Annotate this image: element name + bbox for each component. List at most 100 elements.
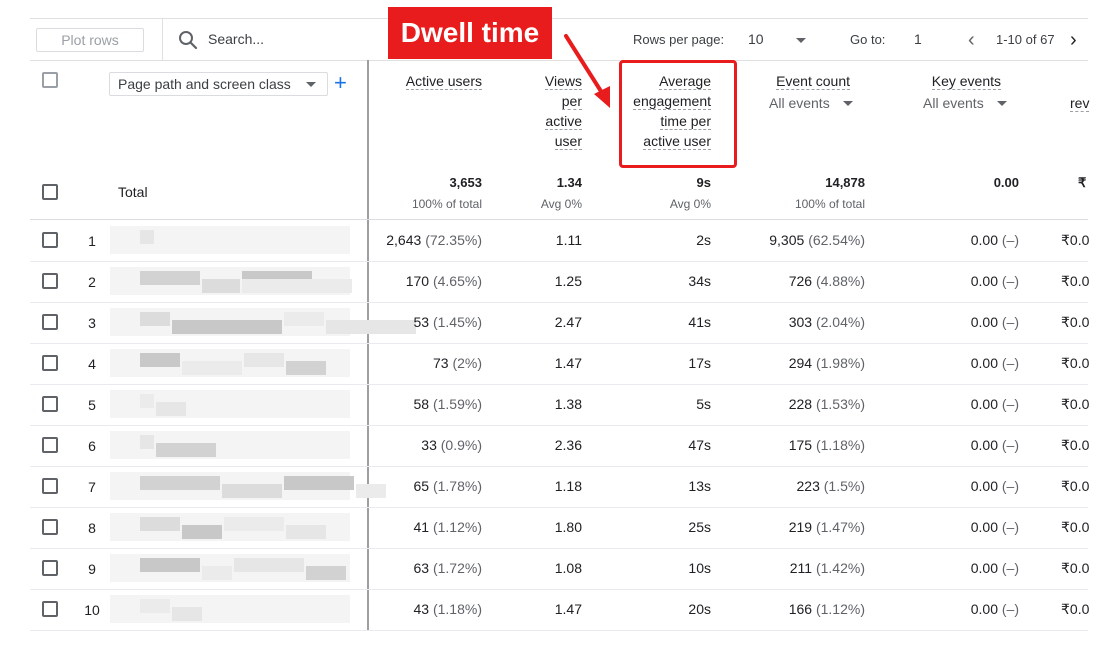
table-row[interactable]: 6 33 (0.9%) 2.36 47s 175 (1.18%) 0.00 (–… xyxy=(30,425,1090,467)
cell-avg-engagement: 25s xyxy=(688,519,711,535)
table-row[interactable]: 5 58 (1.59%) 1.38 5s 228 (1.53%) 0.00 (–… xyxy=(30,384,1090,426)
cell-event-count: 294 (1.98%) xyxy=(788,355,865,371)
cell-event-count: 223 (1.5%) xyxy=(796,478,865,494)
column-divider xyxy=(367,60,369,630)
row-checkbox[interactable] xyxy=(42,560,58,576)
cell-views-per-user: 1.80 xyxy=(554,519,582,535)
row-checkbox[interactable] xyxy=(42,273,58,289)
redaction-block xyxy=(202,566,232,580)
redaction-block xyxy=(234,558,304,572)
row-checkbox[interactable] xyxy=(42,314,58,330)
redaction-block xyxy=(140,271,200,285)
row-checkbox[interactable] xyxy=(42,478,58,494)
cell-key-events: 0.00 (–) xyxy=(970,519,1019,535)
row-index: 6 xyxy=(88,438,96,454)
table-row[interactable]: 10 43 (1.18%) 1.47 20s 166 (1.12%) 0.00 … xyxy=(30,589,1089,631)
redaction-block xyxy=(306,566,346,580)
plot-rows-button[interactable]: Plot rows xyxy=(36,28,144,52)
chevron-right-icon[interactable]: › xyxy=(1070,29,1077,51)
row-index: 1 xyxy=(88,233,96,249)
cell-event-count: 9,305 (62.54%) xyxy=(769,232,865,248)
cell-active-users: 53 (1.45%) xyxy=(413,314,483,330)
cell-active-users: 73 (2%) xyxy=(432,355,482,371)
total-active-users: 3,653 xyxy=(449,175,482,190)
cell-views-per-user: 1.25 xyxy=(554,273,582,289)
cell-active-users: 170 (4.65%) xyxy=(405,273,482,289)
table-row[interactable]: 8 41 (1.12%) 1.80 25s 219 (1.47%) 0.00 (… xyxy=(30,507,1090,549)
column-header-avg-engagement-time[interactable]: Average engagement time per active user xyxy=(633,73,711,150)
table-row[interactable]: 2 170 (4.65%) 1.25 34s 726 (4.88%) 0.00 … xyxy=(30,261,1089,303)
row-index: 3 xyxy=(88,315,96,331)
cell-revenue: ₹0.0 xyxy=(1061,396,1090,412)
redaction-block xyxy=(242,279,352,293)
dimension-chevron-down-icon[interactable] xyxy=(306,82,316,87)
row-checkbox[interactable] xyxy=(42,601,58,617)
search-input[interactable] xyxy=(208,28,388,50)
redaction-block xyxy=(286,525,326,539)
redaction-block xyxy=(202,279,240,293)
column-header-views-per-active-user[interactable]: Views per active user xyxy=(544,73,582,150)
redaction-block xyxy=(140,353,180,367)
cell-views-per-user: 1.47 xyxy=(554,601,582,617)
column-header-key-events[interactable]: Key events xyxy=(931,73,1001,90)
cell-revenue: ₹0.0 xyxy=(1061,478,1090,494)
redaction-block xyxy=(284,312,324,326)
annotation-arrow-icon xyxy=(564,34,610,108)
redaction-block xyxy=(224,517,284,531)
total-avg-engagement: 9s xyxy=(696,175,711,190)
cell-active-users: 2,643 (72.35%) xyxy=(386,232,482,248)
cell-avg-engagement: 34s xyxy=(688,273,711,289)
table-row[interactable]: 7 65 (1.78%) 1.18 13s 223 (1.5%) 0.00 (–… xyxy=(30,466,1090,508)
cell-key-events: 0.00 (–) xyxy=(970,601,1019,617)
key-events-filter[interactable]: All events xyxy=(923,95,984,111)
event-count-chevron-down-icon[interactable] xyxy=(843,101,853,106)
cell-views-per-user: 2.47 xyxy=(554,314,582,330)
total-revenue: ₹ xyxy=(1078,175,1087,190)
cell-key-events: 0.00 (–) xyxy=(970,478,1019,494)
cell-active-users: 63 (1.72%) xyxy=(413,560,483,576)
select-all-header-checkbox[interactable] xyxy=(42,72,58,88)
goto-input[interactable]: 1 xyxy=(914,31,922,47)
row-checkbox[interactable] xyxy=(42,355,58,371)
redaction-block xyxy=(244,353,284,367)
column-header-revenue[interactable]: rev xyxy=(1070,95,1090,112)
cell-views-per-user: 1.47 xyxy=(554,355,582,371)
column-header-active-users[interactable]: Active users xyxy=(405,73,482,90)
dimension-selector-label: Page path and screen class xyxy=(118,76,291,92)
cell-key-events: 0.00 (–) xyxy=(970,396,1019,412)
cell-active-users: 58 (1.59%) xyxy=(413,396,483,412)
add-dimension-icon[interactable]: + xyxy=(334,70,347,95)
rows-per-page-select[interactable]: 10 xyxy=(748,31,764,47)
annotation-highlight-box xyxy=(619,60,737,168)
redaction-block xyxy=(140,230,154,244)
cell-avg-engagement: 47s xyxy=(688,437,711,453)
cell-revenue: ₹0.0 xyxy=(1061,314,1090,330)
cell-key-events: 0.00 (–) xyxy=(970,273,1019,289)
cell-key-events: 0.00 (–) xyxy=(970,232,1019,248)
row-checkbox[interactable] xyxy=(42,232,58,248)
cell-revenue: ₹0.0 xyxy=(1061,437,1090,453)
table-row[interactable]: 4 73 (2%) 1.47 17s 294 (1.98%) 0.00 (–) … xyxy=(30,343,1089,385)
goto-label: Go to: xyxy=(850,32,886,47)
cell-active-users: 43 (1.18%) xyxy=(413,601,483,617)
row-checkbox[interactable] xyxy=(42,437,58,453)
chevron-down-icon[interactable] xyxy=(796,38,806,43)
table-row[interactable]: 3 53 (1.45%) 2.47 41s 303 (2.04%) 0.00 (… xyxy=(30,302,1090,344)
cell-avg-engagement: 2s xyxy=(696,232,711,248)
annotation-label: Dwell time xyxy=(388,7,552,59)
dimension-selector[interactable]: Page path and screen class xyxy=(109,72,328,96)
chevron-left-icon[interactable]: ‹ xyxy=(968,29,975,51)
row-checkbox[interactable] xyxy=(42,396,58,412)
column-header-event-count[interactable]: Event count xyxy=(776,73,850,90)
select-all-checkbox[interactable] xyxy=(42,184,58,200)
row-checkbox[interactable] xyxy=(42,519,58,535)
table-row[interactable]: 9 63 (1.72%) 1.08 10s 211 (1.42%) 0.00 (… xyxy=(30,548,1089,590)
redaction-block xyxy=(140,435,154,449)
key-events-chevron-down-icon[interactable] xyxy=(997,101,1007,106)
cell-avg-engagement: 5s xyxy=(696,396,711,412)
event-count-filter[interactable]: All events xyxy=(769,95,830,111)
cell-event-count: 228 (1.53%) xyxy=(788,396,865,412)
cell-revenue: ₹0.0 xyxy=(1061,519,1090,535)
table-row[interactable]: 1 2,643 (72.35%) 1.11 2s 9,305 (62.54%) … xyxy=(30,220,1089,262)
total-event-count-sub: 100% of total xyxy=(794,197,865,211)
